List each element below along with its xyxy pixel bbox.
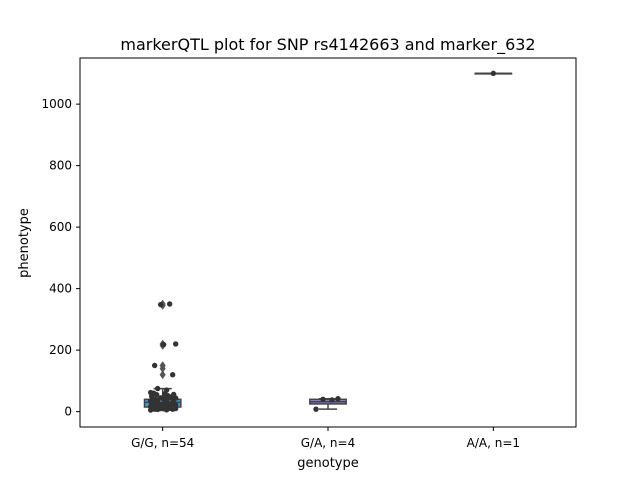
y-tick-label: 800	[49, 159, 72, 173]
y-axis-label: phenotype	[17, 208, 32, 278]
y-tick-label: 1000	[41, 97, 72, 111]
strip-point	[154, 385, 161, 392]
x-axis-label: genotype	[297, 456, 358, 471]
strip-point	[320, 396, 326, 403]
outlier-marker	[159, 370, 166, 380]
strip-point	[172, 341, 179, 347]
strip-point	[163, 387, 170, 393]
strip-point	[490, 70, 497, 77]
strip-point	[147, 389, 154, 396]
y-tick-label: 600	[49, 220, 72, 234]
y-tick-label: 400	[49, 282, 72, 296]
strip-point	[157, 301, 164, 308]
strip-point	[170, 391, 177, 398]
x-tick-label: G/A, n=4	[301, 436, 355, 450]
x-axis: G/G, n=54 G/A, n=4 A/A, n=1	[131, 427, 520, 450]
plot-area	[143, 70, 513, 413]
y-tick-label: 200	[49, 343, 72, 357]
strip-point	[329, 397, 335, 403]
outlier-marker	[159, 361, 166, 370]
plot-frame	[79, 57, 577, 428]
x-tick-label: G/G, n=54	[131, 436, 194, 450]
strip-point	[335, 396, 341, 402]
chart-title: markerQTL plot for SNP rs4142663 and mar…	[120, 35, 535, 55]
x-tick-label: A/A, n=1	[467, 436, 520, 450]
strip-point	[157, 395, 164, 401]
strip-point	[157, 401, 164, 408]
strip-point	[160, 341, 167, 348]
y-axis: 0 200 400 600 800 1000	[41, 97, 80, 419]
strip-point	[166, 301, 173, 307]
strip-point	[169, 372, 176, 378]
strip-point	[313, 406, 319, 412]
strip-point	[151, 362, 158, 369]
y-tick-label: 0	[64, 405, 72, 419]
